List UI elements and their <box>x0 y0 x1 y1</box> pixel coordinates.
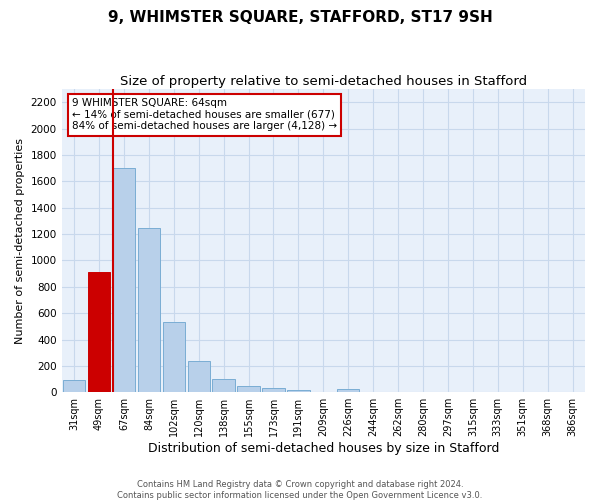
Bar <box>262 388 285 392</box>
X-axis label: Distribution of semi-detached houses by size in Stafford: Distribution of semi-detached houses by … <box>148 442 499 455</box>
Bar <box>287 390 310 392</box>
Bar <box>137 228 160 392</box>
Bar <box>188 360 210 392</box>
Bar <box>88 272 110 392</box>
Text: 9 WHIMSTER SQUARE: 64sqm
← 14% of semi-detached houses are smaller (677)
84% of : 9 WHIMSTER SQUARE: 64sqm ← 14% of semi-d… <box>72 98 337 132</box>
Text: 9, WHIMSTER SQUARE, STAFFORD, ST17 9SH: 9, WHIMSTER SQUARE, STAFFORD, ST17 9SH <box>107 10 493 25</box>
Bar <box>238 386 260 392</box>
Bar <box>337 389 359 392</box>
Y-axis label: Number of semi-detached properties: Number of semi-detached properties <box>15 138 25 344</box>
Text: Contains HM Land Registry data © Crown copyright and database right 2024.
Contai: Contains HM Land Registry data © Crown c… <box>118 480 482 500</box>
Bar <box>212 379 235 392</box>
Bar <box>63 380 85 392</box>
Title: Size of property relative to semi-detached houses in Stafford: Size of property relative to semi-detach… <box>120 75 527 88</box>
Bar <box>113 168 135 392</box>
Bar <box>163 322 185 392</box>
